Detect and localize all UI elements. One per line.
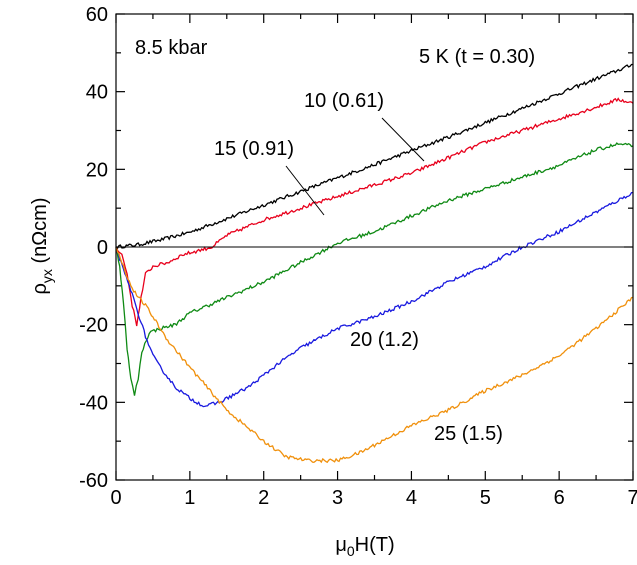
x-tick-label: 3 [332,487,343,509]
annotation-20k: 20 (1.2) [350,329,419,351]
y-tick-label: 20 [86,159,108,181]
leader-line-15k [285,165,325,216]
x-axis-title: μ0H(T) [335,534,394,559]
x-tick-label: 5 [480,487,491,509]
x-axis-title-subscript: 0 [347,543,355,559]
annotation-25k: 25 (1.5) [434,423,503,445]
y-axis-title-subscript: yx [39,269,55,283]
annotation-pressure: 8.5 kbar [135,37,208,59]
series-line-2 [115,97,634,327]
y-axis-title-rest: (nΩcm) [29,197,51,269]
annotation-15k: 15 (0.91) [214,138,294,160]
y-axis-title-main: ρ [29,283,51,294]
y-tick-label: 0 [97,237,108,259]
x-tick-label: 4 [406,487,417,509]
y-tick-label: -20 [79,315,108,337]
y-tick-label: 40 [86,82,108,104]
x-tick-label: 7 [627,487,637,509]
series-line-3 [115,142,634,396]
x-tick-label: 2 [258,487,269,509]
series-line-5 [115,246,634,464]
annotation-5k: 5 K (t = 0.30) [419,46,535,68]
x-tick-label: 0 [110,487,121,509]
series-layer [115,63,634,464]
ticks-layer: 0 1 2 3 4 5 6 7 -60 -40 -20 0 20 40 60 [79,4,637,509]
series-line-1 [115,63,633,250]
x-tick-label: 6 [554,487,565,509]
series-line-4 [115,191,633,408]
x-tick-label: 1 [184,487,195,509]
annotation-10k: 10 (0.61) [304,90,384,112]
x-axis-title-rest: H(T) [355,534,395,556]
y-tick-label: 60 [86,4,108,26]
leader-line-10k [381,117,425,162]
y-tick-label: -60 [79,470,108,492]
y-axis-title: ρyx (nΩcm) [29,197,55,294]
y-tick-label: -40 [79,392,108,414]
x-axis-title-main: μ [335,534,347,556]
